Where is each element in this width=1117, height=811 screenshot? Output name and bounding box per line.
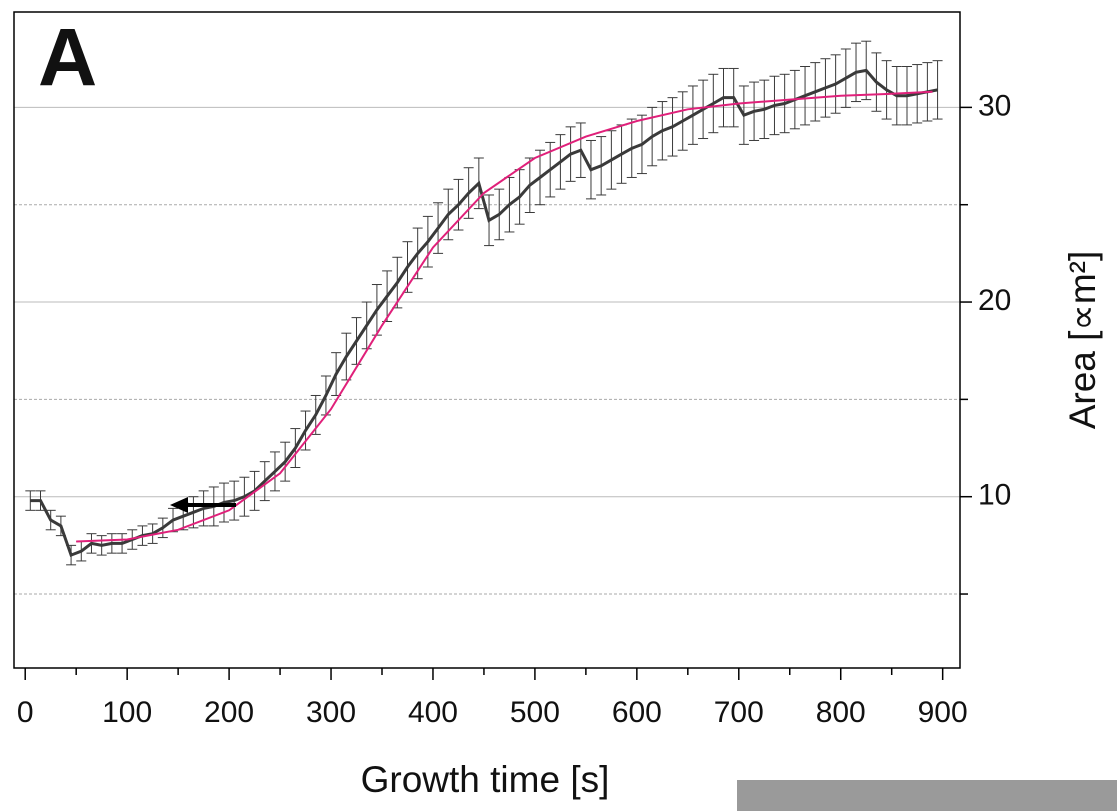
x-tick-label: 700 (714, 696, 764, 729)
fit-line (76, 90, 933, 543)
x-tick-label: 900 (918, 696, 968, 729)
y-tick-label: 30 (978, 89, 1011, 122)
data-line (30, 68, 938, 558)
x-tick-label: 100 (102, 696, 152, 729)
x-tick-label: 300 (306, 696, 356, 729)
x-tick-label: 800 (816, 696, 866, 729)
x-tick-label: 0 (17, 696, 34, 729)
x-tick-label: 200 (204, 696, 254, 729)
x-tick-label: 400 (408, 696, 458, 729)
x-tick-label: 500 (510, 696, 560, 729)
panel-label: A (38, 13, 97, 104)
x-axis-label: Growth time [s] (361, 759, 610, 800)
y-tick-label: 20 (978, 284, 1011, 317)
arrow (170, 497, 236, 513)
image-fragment (737, 780, 1117, 811)
x-tick-label: 600 (612, 696, 662, 729)
axes-frame (13, 11, 961, 669)
y-axis-label: Area [∝m²] (1062, 251, 1103, 430)
y-tick-label: 10 (978, 479, 1011, 512)
